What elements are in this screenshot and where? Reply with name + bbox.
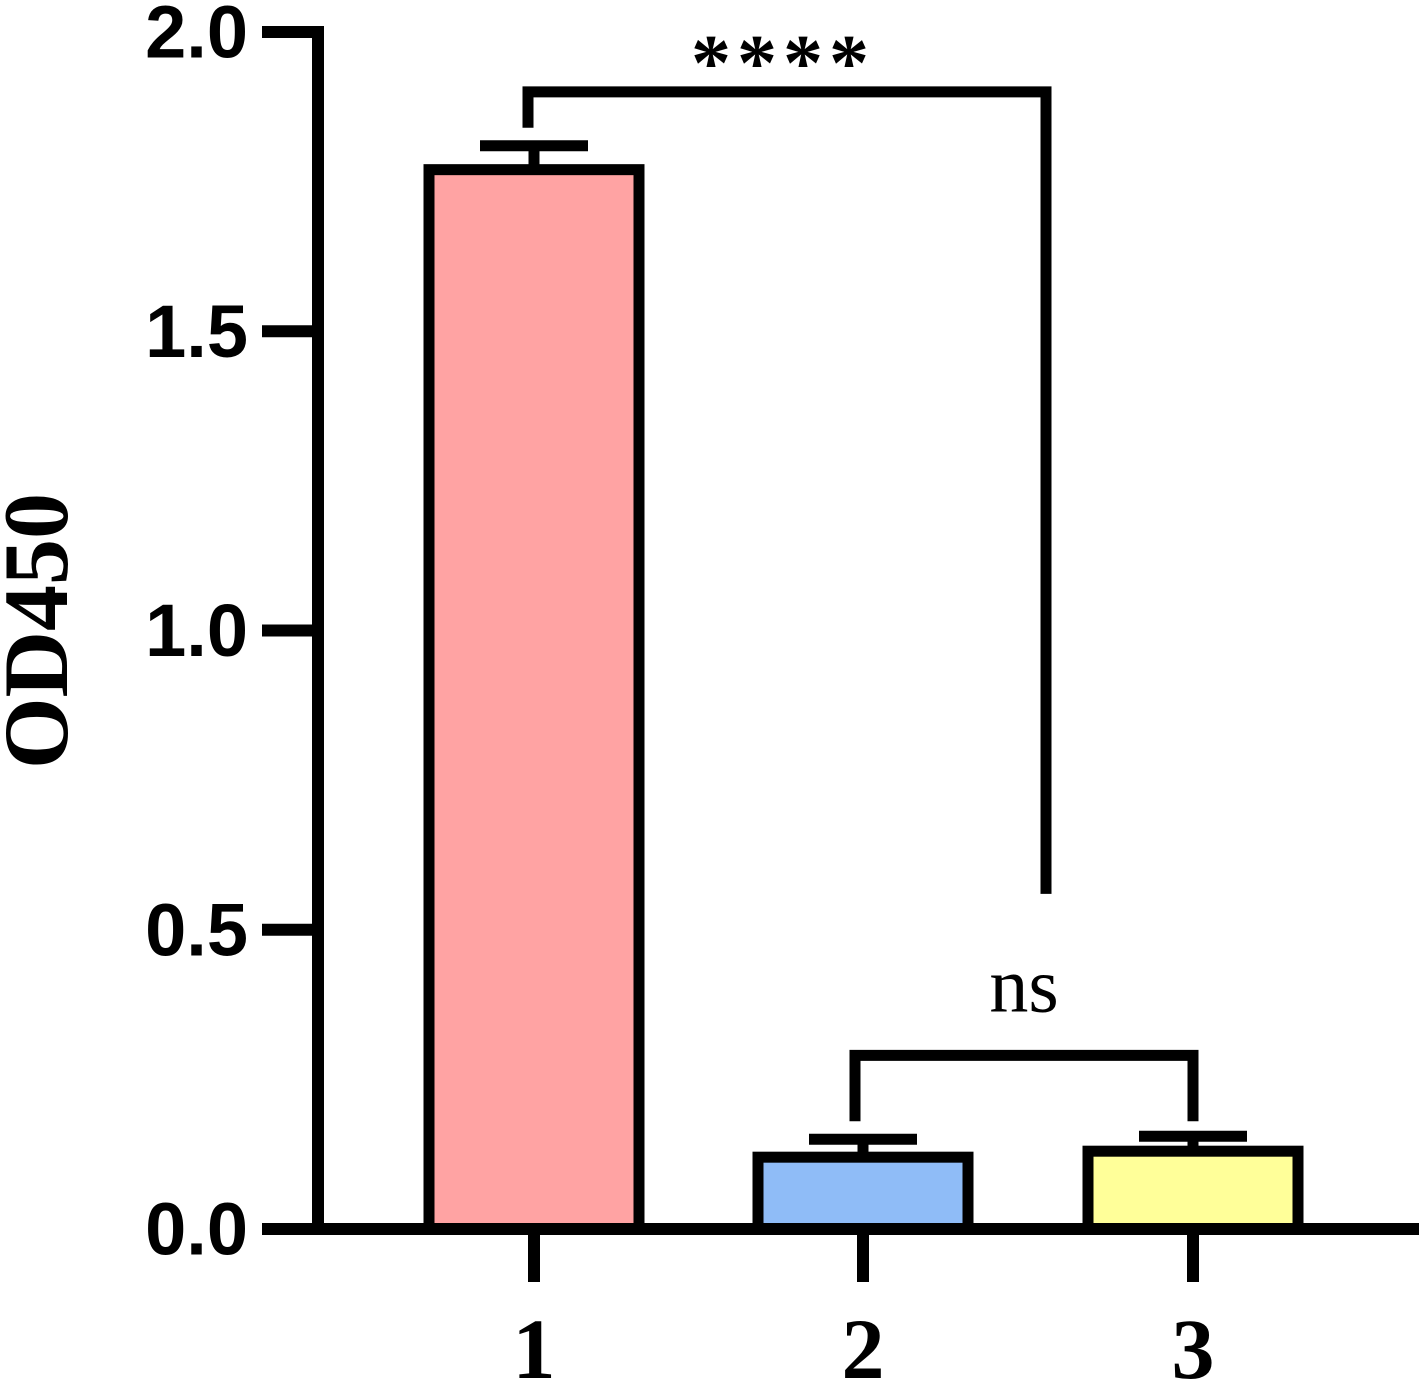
y-tick-label: 0.5 (145, 888, 248, 971)
x-tick-label: 2 (842, 1301, 885, 1384)
bars-layer (423, 164, 1304, 1235)
significance-bracket (522, 86, 1052, 894)
bar-2 (752, 1151, 974, 1235)
y-ticks-layer: 0.0 0.5 1.0 1.5 2.0 (145, 0, 318, 1271)
x-ticks-layer: 1 2 3 (513, 1229, 1215, 1384)
y-tick-label: 2.0 (145, 0, 248, 74)
y-tick-label: 0.0 (145, 1188, 248, 1271)
y-axis-title: OD450 (0, 493, 87, 769)
significance-label: **** (691, 20, 875, 108)
x-tick-label: 3 (1172, 1301, 1215, 1384)
significance-layer: **** ns (522, 20, 1199, 1122)
bar-3 (1082, 1145, 1304, 1235)
x-tick-label: 1 (513, 1301, 556, 1384)
error-bars-layer (480, 140, 1247, 1158)
y-tick-label: 1.5 (145, 290, 248, 373)
bar-1 (423, 164, 645, 1235)
significance-label: ns (989, 941, 1058, 1028)
y-tick-label: 1.0 (145, 589, 248, 672)
significance-bracket (849, 1049, 1199, 1122)
